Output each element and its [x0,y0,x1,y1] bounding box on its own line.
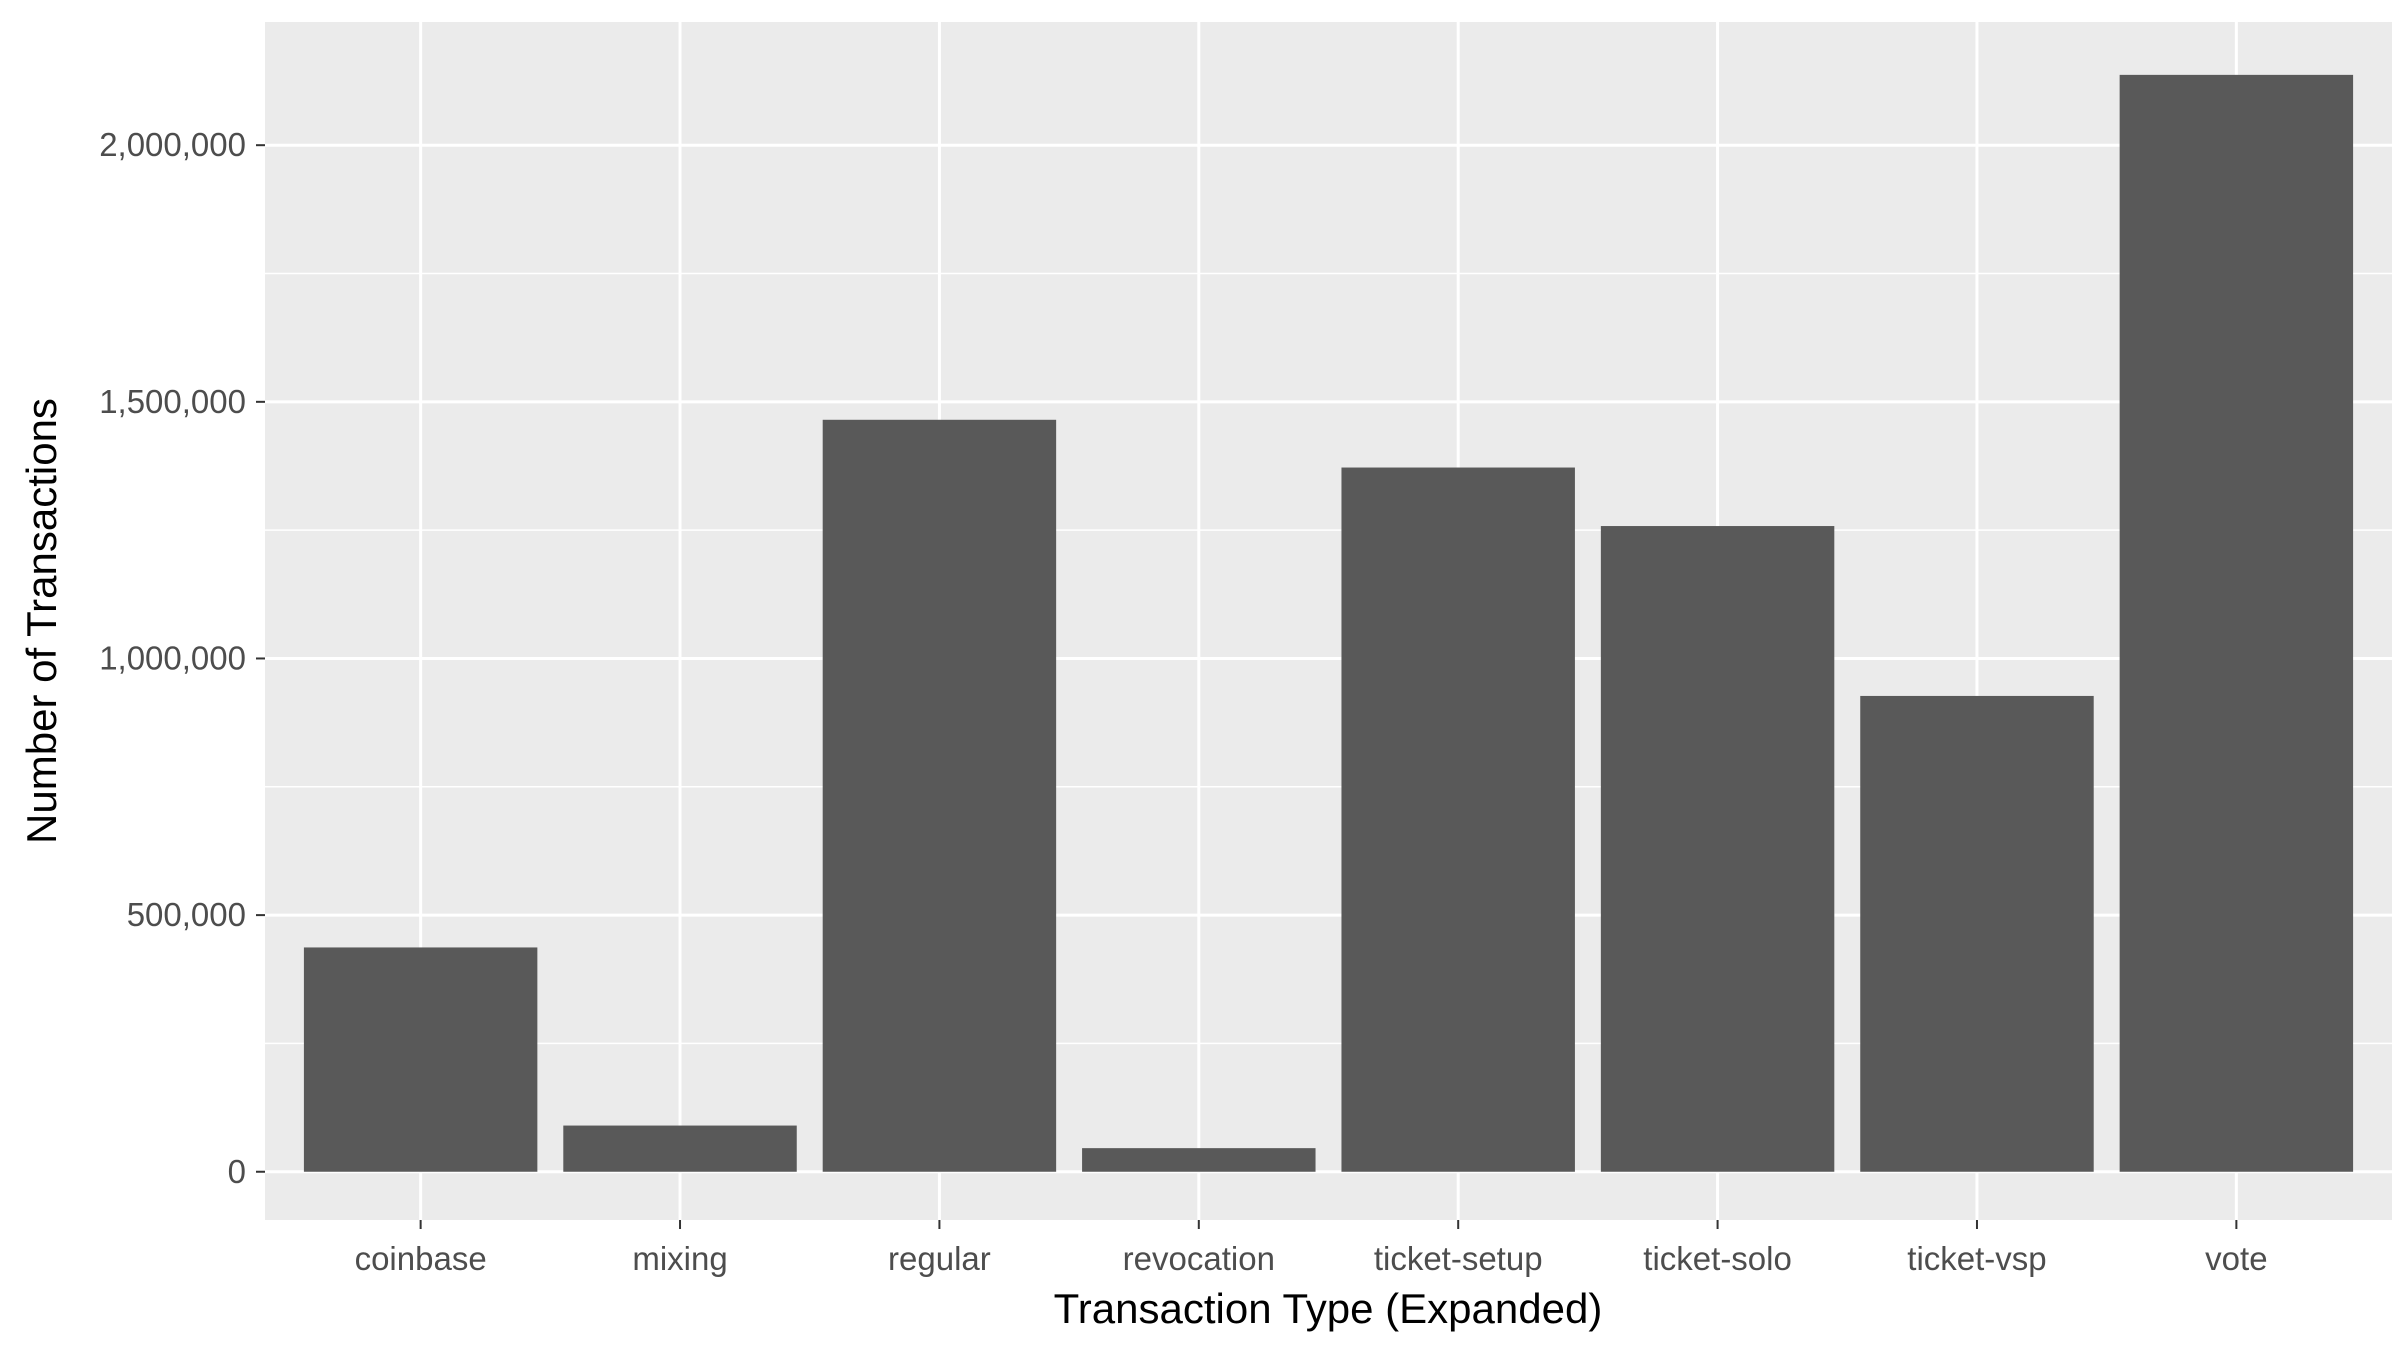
y-tick-label: 1,000,000 [99,639,246,676]
bar-mixing [563,1125,797,1172]
x-axis-title: Transaction Type (Expanded) [1054,1285,1603,1332]
bar-coinbase [303,947,538,1172]
bar-vote [2119,74,2354,1172]
y-tick-label: 0 [228,1153,246,1190]
x-axis-ticks: coinbase mixing regular revocation ticket-se… [355,1220,2268,1277]
bar-ticket-vsp [1860,695,2094,1172]
x-tick-label: ticket-setup [1374,1240,1543,1277]
y-axis-title: Number of Transactions [18,398,65,844]
bar-revocation [1082,1148,1316,1172]
bars [303,74,2354,1172]
x-tick-label: ticket-solo [1643,1240,1792,1277]
y-tick-label: 2,000,000 [99,126,246,163]
x-tick-label: revocation [1123,1240,1275,1277]
bar-ticket-solo [1600,526,1835,1172]
y-tick-label: 1,500,000 [99,383,246,420]
bar-ticket-setup [1341,467,1575,1172]
y-tick-label: 500,000 [127,896,246,933]
x-tick-label: vote [2205,1240,2267,1277]
x-tick-label: mixing [632,1240,727,1277]
y-axis-ticks: 0 500,000 1,000,000 1,500,000 2,000,000 [99,126,265,1190]
x-tick-label: regular [888,1240,991,1277]
bar-regular [822,419,1057,1172]
x-tick-label: ticket-vsp [1907,1240,2046,1277]
x-tick-label: coinbase [355,1240,487,1277]
